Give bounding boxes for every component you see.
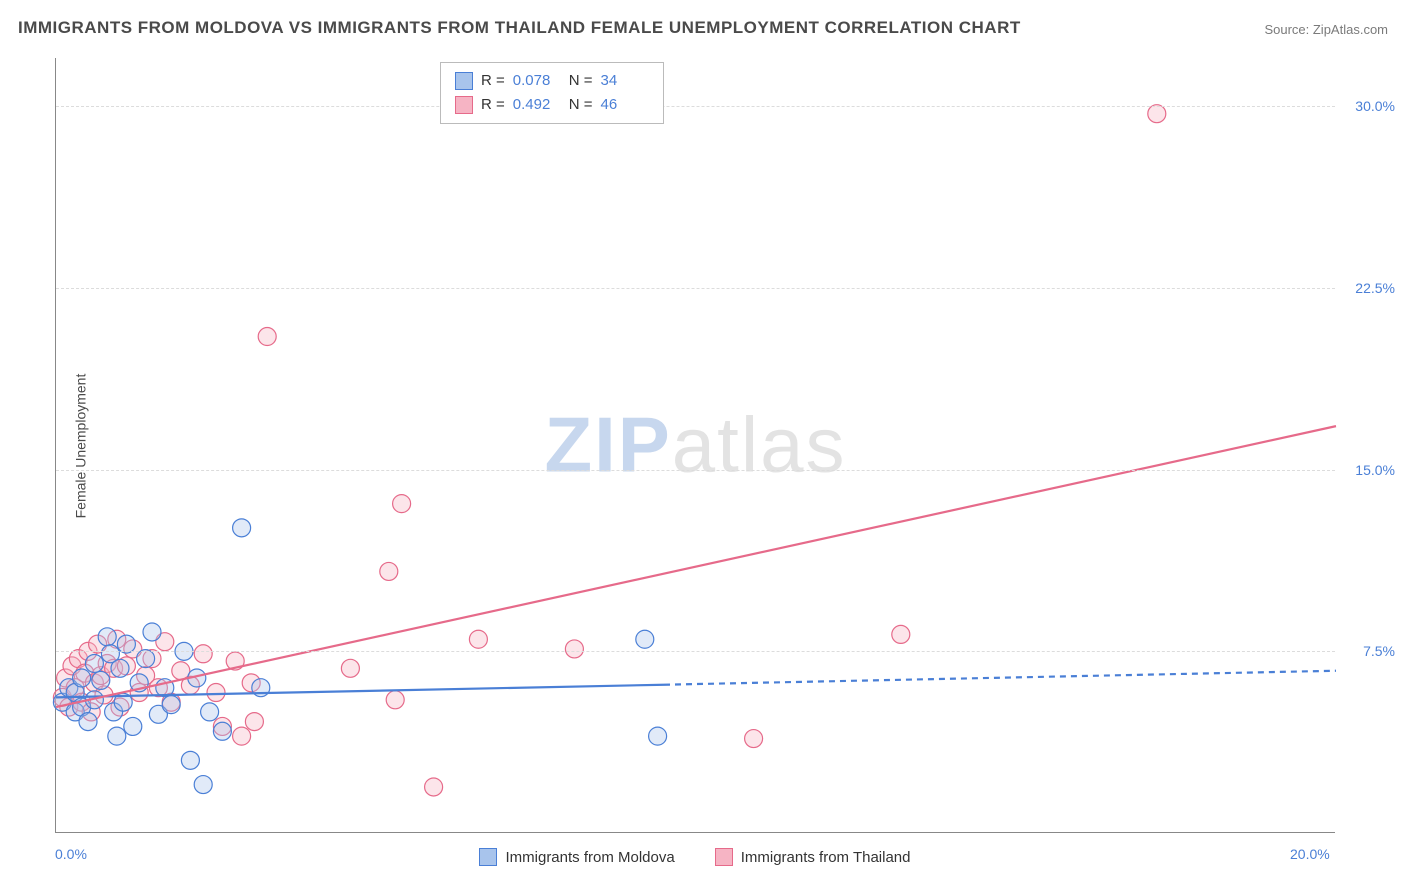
gridline <box>56 651 1335 652</box>
data-point <box>124 717 142 735</box>
data-point <box>108 727 126 745</box>
data-point <box>85 654 103 672</box>
data-point <box>73 669 91 687</box>
data-point <box>245 713 263 731</box>
chart-title: IMMIGRANTS FROM MOLDOVA VS IMMIGRANTS FR… <box>18 18 1021 38</box>
gridline <box>56 106 1335 107</box>
legend-series: Immigrants from Moldova Immigrants from … <box>55 848 1335 866</box>
gridline <box>56 288 1335 289</box>
legend-row-thailand: R = 0.492 N = 46 <box>455 93 649 117</box>
y-tick-label: 22.5% <box>1355 280 1395 296</box>
data-point <box>745 730 763 748</box>
legend-label-thailand: Immigrants from Thailand <box>741 849 911 866</box>
r-moldova: 0.078 <box>513 69 561 93</box>
legend-item-thailand: Immigrants from Thailand <box>715 848 911 866</box>
data-point <box>194 645 212 663</box>
data-point <box>201 703 219 721</box>
data-point <box>233 727 251 745</box>
trend-line <box>56 426 1336 707</box>
y-tick-label: 15.0% <box>1355 462 1395 478</box>
data-point <box>636 630 654 648</box>
y-tick-label: 7.5% <box>1363 643 1395 659</box>
data-point <box>892 625 910 643</box>
gridline <box>56 470 1335 471</box>
data-point <box>79 713 97 731</box>
legend-row-moldova: R = 0.078 N = 34 <box>455 69 649 93</box>
data-point <box>469 630 487 648</box>
data-point <box>92 671 110 689</box>
data-point <box>98 628 116 646</box>
swatch-moldova-bottom <box>479 848 497 866</box>
y-tick-label: 30.0% <box>1355 98 1395 114</box>
source-attribution: Source: ZipAtlas.com <box>1264 22 1388 37</box>
legend-correlation: R = 0.078 N = 34 R = 0.492 N = 46 <box>440 62 664 124</box>
plot-area: ZIPatlas 7.5%15.0%22.5%30.0% <box>55 58 1335 833</box>
data-point <box>380 562 398 580</box>
trend-line <box>664 671 1336 685</box>
data-point <box>393 495 411 513</box>
r-thailand: 0.492 <box>513 93 561 117</box>
data-point <box>181 751 199 769</box>
data-point <box>194 776 212 794</box>
data-point <box>143 623 161 641</box>
data-point <box>111 659 129 677</box>
scatter-svg <box>56 58 1335 832</box>
data-point <box>341 659 359 677</box>
data-point <box>162 696 180 714</box>
data-point <box>649 727 667 745</box>
data-point <box>233 519 251 537</box>
legend-item-moldova: Immigrants from Moldova <box>479 848 674 866</box>
legend-label-moldova: Immigrants from Moldova <box>505 849 674 866</box>
data-point <box>386 691 404 709</box>
n-thailand: 46 <box>601 93 649 117</box>
data-point <box>425 778 443 796</box>
swatch-thailand <box>455 96 473 114</box>
data-point <box>258 328 276 346</box>
swatch-thailand-bottom <box>715 848 733 866</box>
n-moldova: 34 <box>601 69 649 93</box>
data-point <box>213 722 231 740</box>
data-point <box>565 640 583 658</box>
data-point <box>207 684 225 702</box>
swatch-moldova <box>455 72 473 90</box>
